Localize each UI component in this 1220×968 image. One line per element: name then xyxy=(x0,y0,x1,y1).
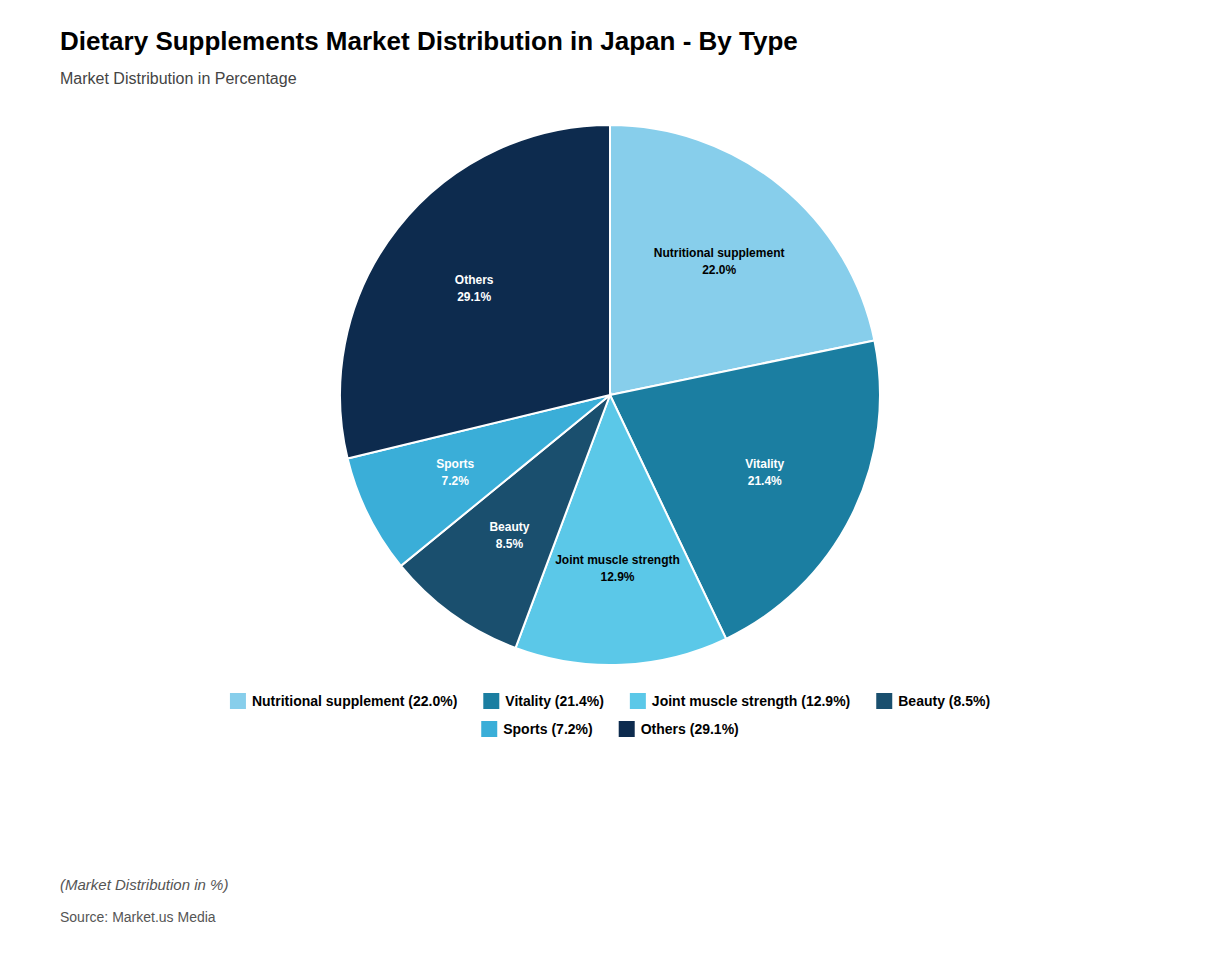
legend-swatch xyxy=(630,693,646,709)
slice-label: Joint muscle strength xyxy=(555,553,680,567)
legend-label: Vitality (21.4%) xyxy=(505,693,604,709)
background xyxy=(0,0,1220,968)
slice-value-label: 7.2% xyxy=(442,474,470,488)
slice-value-label: 22.0% xyxy=(702,263,736,277)
slice-value-label: 21.4% xyxy=(748,474,782,488)
slice-label: Sports xyxy=(436,457,474,471)
slice-value-label: 29.1% xyxy=(457,290,491,304)
slice xyxy=(340,125,610,459)
legend-swatch xyxy=(876,693,892,709)
slice-labels: Nutritional supplement 22.0% Vitality 21.4%… xyxy=(436,246,784,584)
legend-label: Nutritional supplement (22.0%) xyxy=(252,693,457,709)
slice-label: Others xyxy=(455,273,494,287)
slice-label: Beauty xyxy=(489,520,529,534)
legend-swatch xyxy=(619,721,635,737)
pie xyxy=(340,125,880,665)
legend-label: Others (29.1%) xyxy=(641,721,739,737)
source: Source: Market.us Media xyxy=(60,909,216,925)
slice-label: Vitality xyxy=(745,457,784,471)
subtitle: Market Distribution in Percentage xyxy=(60,70,297,87)
legend-swatch xyxy=(483,693,499,709)
slice-value-label: 12.9% xyxy=(600,570,634,584)
legend: Nutritional supplement (22.0%) Vitality (… xyxy=(230,693,990,737)
legend-label: Sports (7.2%) xyxy=(503,721,592,737)
footnote: (Market Distribution in %) xyxy=(60,876,228,893)
chart: Dietary Supplements Market Distribution … xyxy=(0,0,1220,968)
slice-label: Nutritional supplement xyxy=(654,246,785,260)
legend-label: Joint muscle strength (12.9%) xyxy=(652,693,850,709)
legend-label: Beauty (8.5%) xyxy=(898,693,990,709)
legend-swatch xyxy=(481,721,497,737)
legend-swatch xyxy=(230,693,246,709)
slice-value-label: 8.5% xyxy=(496,537,524,551)
title: Dietary Supplements Market Distribution … xyxy=(60,26,798,56)
